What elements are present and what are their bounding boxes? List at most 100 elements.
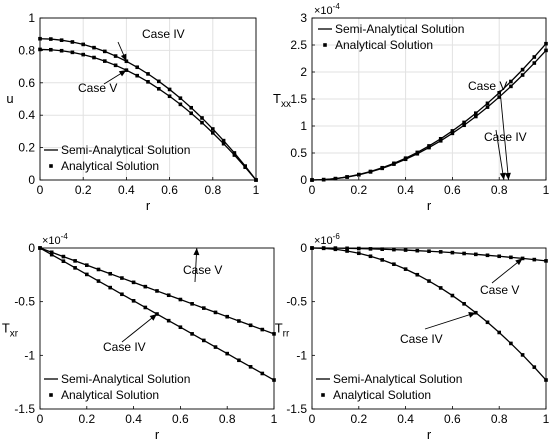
data-point-marker [485, 101, 490, 106]
data-point-marker [438, 136, 443, 141]
legend-marker-label: Analytical Solution [335, 38, 433, 52]
data-point-marker [485, 253, 490, 258]
y-tick-label: 2.5 [290, 38, 307, 52]
data-point-marker [131, 299, 136, 303]
y-tick-label: 0.2 [18, 141, 35, 155]
data-point-marker [415, 272, 420, 277]
data-point-marker [166, 318, 171, 323]
data-point-marker [403, 267, 408, 271]
legend-marker-swatch [323, 43, 327, 47]
legend-line-label: Semi-Analytical Solution [333, 372, 462, 386]
data-point-marker [450, 131, 455, 136]
data-point-marker [380, 247, 384, 251]
x-tick-label: 0.6 [172, 412, 189, 426]
legend-marker-label: Analytical Solution [61, 388, 159, 402]
annotation-arrowhead [118, 70, 127, 77]
x-tick-label: 0.8 [204, 183, 221, 197]
data-point-marker [321, 177, 326, 182]
data-point-marker [474, 252, 478, 257]
data-point-marker [113, 63, 118, 68]
y-tick-label: 0 [28, 241, 35, 255]
data-point-marker [178, 325, 183, 330]
data-point-marker [131, 280, 136, 285]
data-point-marker [211, 131, 215, 135]
annotation-arrowhead [193, 248, 200, 256]
data-point-marker [59, 38, 64, 42]
data-point-marker [49, 250, 54, 255]
data-point-marker [85, 272, 89, 277]
data-point-marker [143, 284, 148, 289]
data-point-marker [333, 176, 338, 181]
data-point-marker [146, 80, 150, 84]
x-tick-label: 0.2 [78, 412, 95, 426]
data-point-marker [202, 338, 206, 343]
data-point-marker [178, 102, 183, 107]
data-point-marker [167, 94, 172, 99]
data-point-marker [81, 52, 85, 57]
legend-marker-swatch [49, 393, 53, 397]
data-point-marker [462, 251, 466, 256]
data-point-marker [167, 87, 172, 92]
y-axis-label-subscript: xx [281, 99, 291, 110]
data-point-marker [520, 353, 525, 357]
data-point-marker [450, 250, 455, 255]
data-point-marker [368, 254, 373, 259]
y-tick-label: 0 [28, 173, 35, 187]
data-point-marker [189, 105, 193, 110]
annotation-arrowhead [468, 312, 476, 318]
x-axis-label: r [427, 198, 432, 213]
data-point-marker [200, 116, 204, 120]
axis-exponent: ×10-6 [314, 232, 340, 247]
y-tick-label: -1 [24, 348, 35, 362]
data-point-marker [438, 138, 443, 143]
y-tick-label: 0 [300, 241, 307, 255]
x-tick-label: 0 [37, 412, 44, 426]
x-tick-label: 0.8 [491, 183, 508, 197]
x-tick-label: 0 [309, 412, 316, 426]
y-axis-label: Txr [2, 321, 19, 340]
data-point-marker [345, 249, 349, 253]
data-point-marker [225, 351, 229, 356]
data-point-marker [232, 151, 237, 155]
x-tick-label: 0.4 [125, 412, 142, 426]
y-tick-label: 0 [300, 173, 307, 187]
legend: Semi-Analytical Solution Analytical Solut… [44, 372, 190, 402]
legend: Semi-Analytical Solution Analytical Solut… [316, 372, 462, 402]
y-tick-label: 0.4 [18, 108, 35, 122]
legend-line-label: Semi-Analytical Solution [335, 22, 464, 36]
data-point-marker [178, 297, 183, 302]
x-tick-label: 0.6 [444, 183, 461, 197]
y-tick-label: -1.5 [14, 402, 35, 416]
annotation-label: Case V [480, 283, 519, 297]
data-point-marker [310, 246, 314, 250]
data-point-marker [120, 292, 124, 297]
axis-exponent-power: -6 [333, 232, 341, 241]
y-axis-label-main: T [2, 321, 10, 336]
x-tick-label: 0 [37, 183, 44, 197]
data-point-marker [532, 365, 537, 369]
data-point-marker [260, 371, 265, 376]
legend: Semi-Analytical Solution Analytical Solut… [318, 22, 464, 52]
data-point-marker [438, 286, 443, 290]
data-point-marker [509, 255, 513, 260]
x-tick-label: 1 [271, 412, 278, 426]
data-point-marker [108, 271, 112, 276]
annotation-arrow [424, 312, 476, 330]
plot-area [40, 18, 256, 180]
x-tick-label: 0.8 [491, 412, 508, 426]
data-point-marker [157, 79, 161, 84]
axis-exponent-power: -4 [61, 232, 69, 241]
y-axis-label-subscript: rr [283, 329, 290, 340]
y-tick-label: -0.5 [14, 295, 35, 309]
data-point-marker [260, 327, 265, 332]
data-point-marker [392, 247, 396, 252]
data-point-marker [497, 330, 501, 335]
data-point-marker [103, 59, 107, 63]
x-tick-label: 1 [543, 412, 550, 426]
data-point-marker [520, 67, 525, 72]
axis-exponent: ×10-4 [314, 2, 340, 17]
data-point-marker [243, 165, 247, 170]
annotation-label: Case V [468, 79, 507, 93]
axis-exponent: ×10-4 [42, 232, 68, 247]
